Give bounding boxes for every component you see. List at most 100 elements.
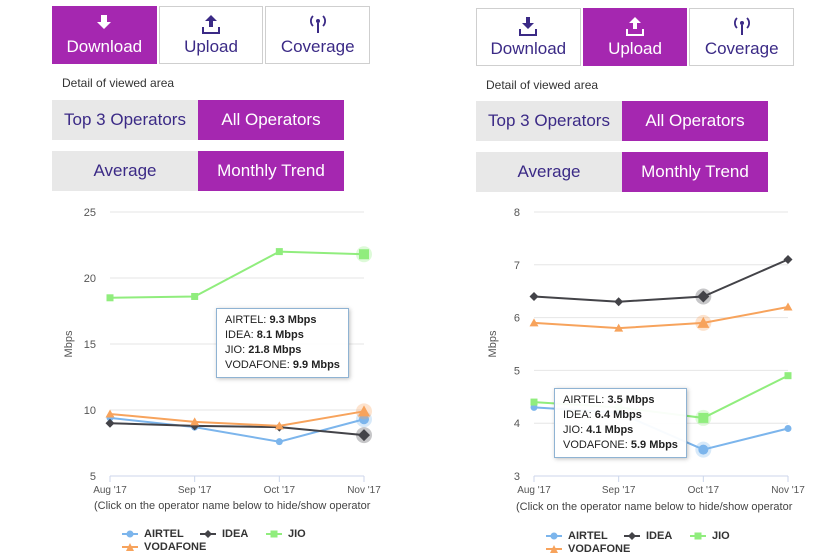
legend-airtel-marker: [546, 532, 562, 540]
download-chart-svg: 5 10 15 20 25 Aug '17 Sep '17 Oct '17 Nov '17 Mbp…: [63, 207, 381, 496]
tooltip-airtel: AIRTEL: 9.3 Mbps: [225, 314, 317, 326]
series-line-idea[interactable]: [109, 422, 365, 437]
monthly-trend-button[interactable]: Monthly Trend: [622, 152, 768, 192]
x-tick-label: Aug '17: [517, 485, 551, 496]
data-point-vodafone[interactable]: [358, 405, 370, 417]
legend-idea-label: IDEA: [222, 528, 249, 540]
data-point-vodafone[interactable]: [697, 316, 710, 328]
series-line-idea[interactable]: [533, 258, 789, 303]
metric-tabs: Download Upload Coverage: [476, 8, 795, 66]
data-point-idea[interactable]: [105, 418, 115, 428]
average-button[interactable]: Average: [52, 151, 198, 191]
x-tick-label: Aug '17: [93, 485, 127, 496]
series-line-airtel[interactable]: [109, 416, 365, 443]
series-vodafone: [105, 403, 372, 430]
upload-icon: [626, 17, 644, 36]
data-point-jio[interactable]: [698, 412, 709, 423]
data-point-vodafone[interactable]: [105, 409, 115, 418]
metric-tabs: Download Upload Coverage: [52, 6, 371, 64]
tab-download[interactable]: Download: [52, 6, 157, 64]
tooltip-jio-value: 4.1 Mbps: [586, 424, 634, 436]
data-point-idea[interactable]: [614, 297, 624, 307]
operator-toggle: Top 3 Operators All Operators: [52, 100, 344, 140]
data-point-jio[interactable]: [530, 398, 538, 406]
legend-vodafone[interactable]: VODAFONE: [546, 543, 630, 555]
tooltip-jio-value: 21.8 Mbps: [248, 344, 302, 356]
monthly-trend-button[interactable]: Monthly Trend: [198, 151, 344, 191]
legend-airtel-label: AIRTEL: [568, 530, 608, 542]
data-point-vodafone[interactable]: [274, 421, 284, 430]
legend-vodafone-label: VODAFONE: [568, 543, 631, 555]
data-point-airtel[interactable]: [784, 424, 792, 432]
average-button[interactable]: Average: [476, 152, 622, 192]
data-point-idea[interactable]: [529, 291, 539, 301]
data-point-vodafone[interactable]: [614, 323, 624, 332]
tooltip-jio: JIO: 4.1 Mbps: [563, 424, 634, 436]
legend-vodafone[interactable]: VODAFONE: [122, 541, 206, 553]
upload-chart-svg: 3 4 5 6 7 8 Aug '17 Sep '17 Oct '17 Nov '17 Mbps: [487, 207, 805, 496]
data-point-jio[interactable]: [784, 372, 792, 380]
tab-coverage[interactable]: Coverage: [689, 8, 795, 66]
y-tick-label: 5: [514, 365, 520, 377]
data-point-airtel[interactable]: [698, 444, 709, 455]
y-tick-label: 5: [90, 471, 96, 483]
download-chart: 5 10 15 20 25 Aug '17 Sep '17 Oct '17 Nov '17 Mbp…: [52, 196, 422, 516]
series-idea: [105, 418, 372, 444]
legend-vodafone-marker: [122, 543, 138, 551]
series-line-vodafone[interactable]: [533, 306, 789, 330]
data-point-idea[interactable]: [358, 429, 370, 442]
download-icon: [97, 15, 112, 29]
tab-download-label: Download: [66, 37, 143, 56]
data-point-airtel[interactable]: [359, 414, 369, 425]
data-point-jio[interactable]: [359, 249, 369, 260]
top3-operators-button[interactable]: Top 3 Operators: [476, 101, 622, 141]
detail-label: Detail of viewed area: [62, 76, 175, 90]
tab-coverage[interactable]: Coverage: [265, 6, 371, 64]
data-point-vodafone[interactable]: [783, 302, 793, 311]
data-point-airtel[interactable]: [275, 438, 283, 446]
series-line-vodafone[interactable]: [109, 410, 365, 427]
legend-airtel[interactable]: AIRTEL: [122, 528, 184, 540]
upload-chart: 3 4 5 6 7 8 Aug '17 Sep '17 Oct '17 Nov '17 Mbps A…: [476, 196, 840, 516]
view-toggle: Average Monthly Trend: [476, 152, 768, 192]
y-tick-label: 8: [514, 207, 520, 219]
tab-download[interactable]: Download: [476, 8, 581, 66]
legend-idea[interactable]: IDEA: [200, 528, 248, 540]
x-tick-label: Nov '17: [771, 485, 805, 496]
all-operators-button[interactable]: All Operators: [622, 101, 768, 141]
data-point-idea[interactable]: [697, 290, 710, 303]
y-tick-label: 15: [84, 339, 96, 351]
series-idea: [529, 255, 793, 307]
tab-upload-label: Upload: [184, 37, 238, 56]
download-panel: Download Upload Coverage Detail of viewe…: [52, 0, 422, 560]
legend-jio-marker: [690, 532, 706, 540]
legend-idea[interactable]: IDEA: [624, 530, 672, 542]
tab-upload[interactable]: Upload: [582, 8, 688, 66]
y-tick-label: 20: [84, 273, 96, 285]
antenna-icon: [733, 17, 750, 35]
tooltip-vodafone: VODAFONE: 9.9 Mbps: [225, 359, 340, 371]
legend-jio[interactable]: JIO: [266, 528, 306, 540]
data-point-jio[interactable]: [106, 294, 114, 302]
tooltip-vodafone-value: 5.9 Mbps: [630, 439, 678, 451]
tab-upload[interactable]: Upload: [158, 6, 264, 64]
x-tick-label: Nov '17: [347, 485, 381, 496]
download-icon: [519, 17, 538, 36]
data-point-vodafone[interactable]: [190, 417, 200, 426]
legend-jio[interactable]: JIO: [690, 530, 730, 542]
upload-icon: [202, 15, 220, 34]
y-tick-label: 10: [84, 405, 96, 417]
all-operators-button[interactable]: All Operators: [198, 100, 344, 140]
data-point-airtel[interactable]: [530, 403, 538, 411]
data-point-jio[interactable]: [275, 248, 283, 256]
legend-airtel[interactable]: AIRTEL: [546, 530, 608, 542]
data-point-idea[interactable]: [783, 255, 793, 265]
tooltip-idea: IDEA: 8.1 Mbps: [225, 329, 304, 341]
data-point-jio[interactable]: [191, 292, 199, 300]
y-tick-label: 7: [514, 260, 520, 272]
series-line-jio[interactable]: [109, 250, 365, 299]
y-tick-label: 6: [514, 313, 520, 325]
tab-download-label: Download: [490, 39, 567, 58]
data-point-vodafone[interactable]: [529, 318, 539, 327]
top3-operators-button[interactable]: Top 3 Operators: [52, 100, 198, 140]
